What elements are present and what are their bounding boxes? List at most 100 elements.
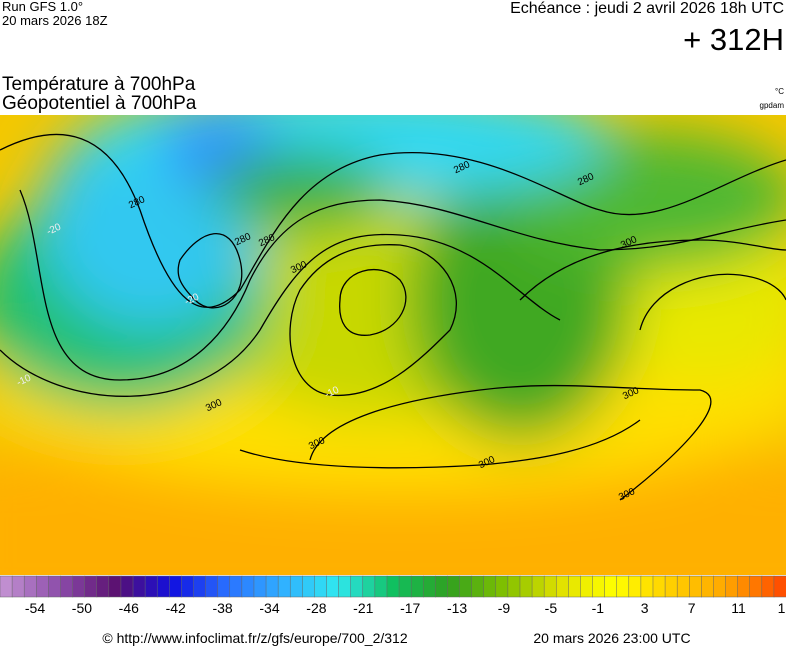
colorbar-swatch [36, 575, 49, 598]
colorbar-label: -1 [592, 600, 605, 616]
colorbar: -54 -50 -46 -42 -38 -34 -28 -21 -17 -13 -9 -5 -1 3 7 11… [0, 575, 786, 616]
colorbar-swatch [314, 575, 328, 598]
contour [639, 273, 786, 331]
colorbar-swatch [495, 575, 509, 598]
colorbar-swatch [568, 575, 581, 598]
colorbar-swatch [217, 575, 231, 598]
colorbar-swatch [132, 575, 146, 598]
colorbar-label: -13 [447, 600, 467, 616]
colorbar-swatch [302, 575, 315, 598]
unit-temperature: °C [775, 87, 784, 96]
contour [239, 419, 641, 469]
run-label: Run GFS 1.0° [2, 0, 83, 14]
colorbar-swatch [580, 575, 594, 598]
colorbar-swatch [362, 575, 376, 598]
colorbar-swatch [737, 575, 751, 598]
colorbar-swatch [531, 575, 545, 598]
colorbar-swatch [241, 575, 255, 598]
colorbar-swatch [350, 575, 364, 598]
colorbar-label: -5 [545, 600, 558, 616]
colorbar-swatch [96, 575, 110, 598]
colorbar-swatch [253, 575, 267, 598]
colorbar-swatch [435, 575, 448, 598]
colorbar-swatch [193, 575, 207, 598]
colorbar-swatch [169, 575, 182, 598]
colorbar-swatch [507, 575, 521, 598]
colorbar-swatch [459, 575, 473, 598]
colorbar-swatch [289, 575, 303, 598]
run-date: 20 mars 2026 18Z [2, 13, 108, 28]
unit-geopotential: gpdam [760, 101, 785, 110]
colorbar-swatch [11, 575, 25, 598]
colorbar-label: -46 [119, 600, 139, 616]
colorbar-swatch [205, 575, 219, 598]
colorbar-swatch [555, 575, 569, 598]
colorbar-swatch [749, 575, 763, 598]
colorbar-label: -54 [25, 600, 45, 616]
field [210, 150, 390, 230]
colorbar-swatch [277, 575, 291, 598]
colorbar-label: -38 [212, 600, 232, 616]
colorbar-swatch [483, 575, 497, 598]
colorbar-swatch [725, 575, 739, 598]
colorbar-swatch [144, 575, 158, 598]
colorbar-swatch [374, 575, 388, 598]
colorbar-swatch [108, 575, 122, 598]
colorbar-swatch [386, 575, 400, 598]
colorbar-swatch [652, 575, 666, 598]
colorbar-swatch [604, 575, 618, 598]
colorbar-label: -21 [353, 600, 373, 616]
colorbar-swatch [628, 575, 642, 598]
colorbar-swatch [701, 575, 714, 598]
colorbar-label: -34 [259, 600, 279, 616]
colorbar-swatch [410, 575, 424, 598]
title-temperature: Température à 700hPa [2, 74, 196, 95]
geopotential-contours [0, 133, 786, 501]
colorbar-swatch [592, 575, 606, 598]
colorbar-swatch [773, 575, 786, 598]
colorbar-label: 11 [731, 600, 746, 616]
colorbar-swatch [471, 575, 485, 598]
colorbar-label: -28 [306, 600, 326, 616]
temperature-field [0, 115, 786, 575]
source-credit: © http://www.infoclimat.fr/z/gfs/europe/… [102, 630, 407, 646]
colorbar-swatch [761, 575, 775, 598]
colorbar-swatch [265, 575, 279, 598]
colorbar-swatch [616, 575, 630, 598]
colorbar-swatch [713, 575, 727, 598]
colorbar-swatch [23, 575, 37, 598]
colorbar-swatch [120, 575, 134, 598]
colorbar-swatch [0, 575, 13, 598]
colorbar-swatch [664, 575, 678, 598]
colorbar-swatch [156, 575, 170, 598]
contour [177, 232, 243, 309]
colorbar-swatch [326, 575, 340, 598]
contour [289, 244, 457, 397]
contour [0, 133, 786, 309]
contour [519, 239, 786, 301]
colorbar-swatch [640, 575, 654, 598]
title-geopotential: Géopotentiel à 700hPa [2, 93, 197, 114]
colorbar-label: 7 [688, 600, 696, 616]
colorbar-label: -9 [498, 600, 511, 616]
colorbar-swatch [676, 575, 690, 598]
colorbar-swatch [447, 575, 461, 598]
colorbar-label: -50 [72, 600, 92, 616]
colorbar-label: 15 [778, 600, 786, 616]
colorbar-swatch [48, 575, 62, 598]
lead-time: + 312H [683, 22, 784, 57]
colorbar-swatch [72, 575, 86, 598]
contour [339, 269, 407, 336]
colorbar-label: 3 [641, 600, 649, 616]
colorbar-swatch [60, 575, 74, 598]
colorbar-swatch [422, 575, 436, 598]
colorbar-swatch [181, 575, 195, 598]
colorbar-label: -17 [400, 600, 420, 616]
colorbar-swatch [84, 575, 98, 598]
colorbar-swatch [229, 575, 243, 598]
colorbar-swatch [338, 575, 352, 598]
colorbar-swatch [398, 575, 412, 598]
